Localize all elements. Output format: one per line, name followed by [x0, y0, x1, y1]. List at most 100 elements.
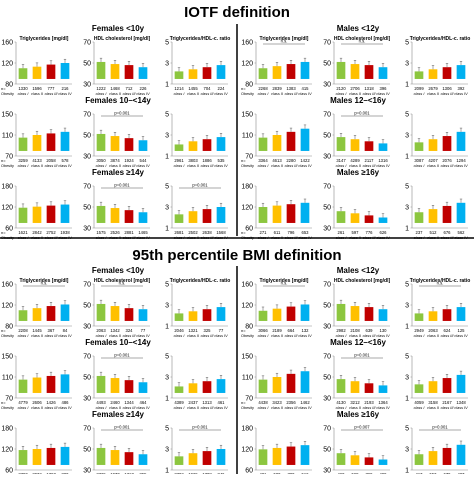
n-label: 2638	[202, 230, 212, 235]
n-row-label: n=	[241, 328, 246, 333]
class-label: class II	[427, 92, 440, 96]
n-label: 3050	[96, 158, 106, 163]
y-tick-label: 70	[83, 112, 91, 119]
bar	[96, 205, 106, 223]
n-label: 2706	[350, 86, 360, 91]
bar	[336, 303, 346, 321]
y-tick-label: 3	[405, 375, 409, 382]
y-tick-label: 150	[1, 112, 13, 119]
class-label: class III	[201, 334, 215, 338]
n-row-label: n=	[241, 86, 246, 91]
class-label: class IV	[298, 334, 312, 338]
n-label: 1316	[378, 158, 388, 163]
panel-title: Triglycerides [mg/dl]	[260, 278, 309, 284]
n-label: 2063	[428, 328, 438, 333]
y-tick-label: 70	[323, 112, 331, 119]
y-tick-label: 180	[241, 426, 253, 433]
y-tick-label: 3	[405, 205, 409, 212]
bar	[124, 452, 134, 465]
class-label: class I	[96, 406, 108, 410]
n-label: 2117	[364, 158, 374, 163]
n-label: 271	[260, 230, 268, 235]
class-label: class II	[271, 92, 284, 96]
n-label: 4133	[32, 158, 42, 163]
n-label: 237	[416, 230, 424, 235]
class-label: class IV	[376, 236, 390, 240]
n-label: 2108	[350, 328, 360, 333]
class-label: class II	[427, 164, 440, 168]
y-tick-label: 180	[241, 184, 253, 191]
significance-label: p=0.007	[354, 425, 370, 430]
panel-title: HDL cholesterol [mg/dl]	[334, 278, 391, 284]
bar	[300, 445, 310, 465]
class-label: class II	[31, 164, 44, 168]
class-label: class I	[174, 236, 186, 240]
bar	[428, 139, 438, 151]
bar	[442, 309, 452, 321]
n-label: 2193	[364, 400, 374, 405]
n-label: 1568	[216, 230, 226, 235]
n-label: 1306	[442, 86, 452, 91]
significance-label: p=0.001	[192, 425, 208, 430]
n-label: 324	[126, 328, 134, 333]
obesity-label: Obesity	[241, 92, 254, 96]
bar	[300, 304, 310, 321]
n-label: 4613	[272, 158, 282, 163]
bar	[202, 451, 212, 465]
significance-label: p=0.001	[114, 353, 130, 358]
n-label: 3158	[428, 400, 438, 405]
bar	[414, 313, 424, 321]
class-label: class II	[271, 334, 284, 338]
y-tick-label: 1	[165, 82, 169, 89]
group-label: Females 10–<14y	[85, 338, 151, 347]
n-label: 2437	[188, 400, 198, 405]
n-label: 461	[218, 400, 226, 405]
bar	[174, 71, 184, 79]
bar	[286, 204, 296, 223]
y-tick-label: 70	[83, 354, 91, 361]
y-tick-label: 110	[2, 133, 13, 140]
panel-title: HDL cholesterol [mg/dl]	[334, 36, 391, 42]
bar	[428, 381, 438, 393]
bar	[202, 67, 212, 79]
class-label: class I	[414, 164, 426, 168]
bar	[300, 61, 310, 79]
n-label: 2189	[272, 328, 282, 333]
y-tick-label: 50	[83, 61, 91, 68]
bar	[18, 68, 28, 79]
y-tick-label: 5	[165, 112, 169, 119]
bar	[110, 306, 120, 321]
class-label: class I	[96, 164, 108, 168]
significance-label: n.s.	[119, 281, 126, 286]
bar	[202, 309, 212, 321]
bar	[336, 137, 346, 151]
bar	[138, 140, 148, 151]
bar	[32, 308, 42, 321]
class-label: class IV	[214, 334, 228, 338]
bar	[216, 65, 226, 79]
y-tick-label: 70	[245, 154, 253, 161]
bar	[442, 136, 452, 151]
class-label: class III	[363, 236, 377, 240]
n-label: 777	[48, 86, 56, 91]
y-tick-label: 5	[165, 40, 169, 47]
bar	[272, 447, 282, 465]
bar	[336, 61, 346, 79]
y-tick-label: 3	[165, 133, 169, 140]
class-label: class III	[123, 164, 137, 168]
y-tick-label: 50	[323, 447, 331, 454]
bar	[174, 144, 184, 151]
bar	[286, 131, 296, 151]
y-tick-label: 3	[405, 61, 409, 68]
